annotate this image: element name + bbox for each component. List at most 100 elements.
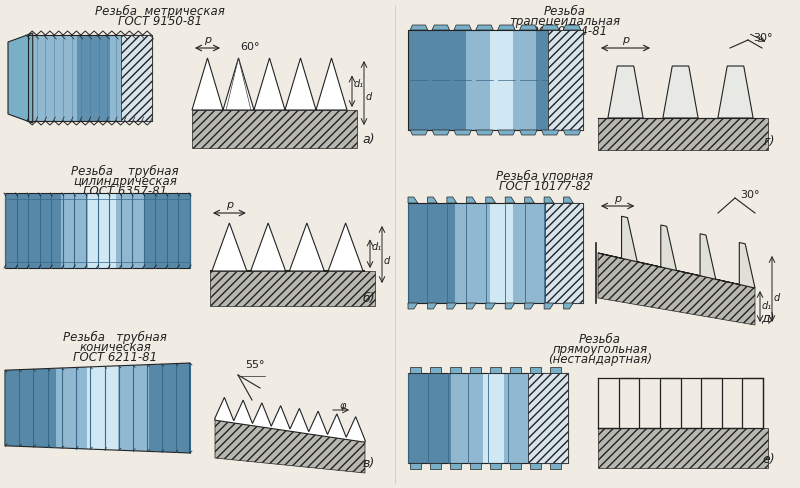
Polygon shape <box>498 130 515 135</box>
Bar <box>94 35 102 121</box>
Bar <box>28 35 36 121</box>
Polygon shape <box>66 368 78 448</box>
Bar <box>490 367 501 373</box>
Bar <box>440 373 451 463</box>
Polygon shape <box>36 369 46 447</box>
Bar <box>126 193 135 268</box>
Polygon shape <box>432 25 450 30</box>
Polygon shape <box>192 58 347 110</box>
Bar <box>536 30 549 130</box>
Bar <box>560 203 572 303</box>
Polygon shape <box>410 25 428 30</box>
Bar <box>420 30 432 130</box>
Bar <box>5 193 190 268</box>
Text: Резьба   трубная: Резьба трубная <box>63 331 167 344</box>
Text: p: p <box>622 35 629 45</box>
Text: d: d <box>774 293 780 303</box>
Polygon shape <box>476 25 494 30</box>
Text: ГОСТ 6357-81: ГОСТ 6357-81 <box>83 185 167 198</box>
Bar <box>490 30 502 130</box>
Bar <box>210 271 375 306</box>
Polygon shape <box>519 25 537 30</box>
Bar <box>660 378 681 428</box>
Text: Резьба    трубная: Резьба трубная <box>71 165 179 178</box>
Polygon shape <box>210 223 365 271</box>
Polygon shape <box>466 197 476 203</box>
Polygon shape <box>215 397 365 442</box>
Bar <box>472 373 483 463</box>
Polygon shape <box>544 303 554 309</box>
Polygon shape <box>542 25 559 30</box>
Bar <box>536 373 547 463</box>
Bar <box>510 367 521 373</box>
Polygon shape <box>46 368 57 447</box>
Polygon shape <box>215 418 365 473</box>
Bar <box>701 378 722 428</box>
Polygon shape <box>677 234 716 279</box>
Bar <box>33 193 42 268</box>
Text: ГОСТ 9484-81: ГОСТ 9484-81 <box>523 25 607 38</box>
Text: d₁: d₁ <box>354 79 364 89</box>
Polygon shape <box>427 303 437 309</box>
Bar <box>42 193 52 268</box>
Bar <box>450 463 461 469</box>
Bar <box>408 203 420 303</box>
Bar <box>430 373 441 463</box>
Bar <box>536 203 549 303</box>
Polygon shape <box>486 197 495 203</box>
Text: p: p <box>614 194 621 204</box>
Bar <box>418 373 430 463</box>
Bar <box>548 203 560 303</box>
Bar <box>550 463 561 469</box>
Bar <box>526 373 537 463</box>
Text: p: p <box>204 35 211 45</box>
Polygon shape <box>149 365 160 451</box>
Polygon shape <box>5 370 16 446</box>
Bar <box>408 373 568 463</box>
Text: Резьба  метрическая: Резьба метрическая <box>95 5 225 18</box>
Polygon shape <box>159 364 170 452</box>
Polygon shape <box>598 216 638 262</box>
Bar <box>548 30 583 130</box>
Text: d₁: d₁ <box>372 242 382 252</box>
Polygon shape <box>542 130 559 135</box>
Bar <box>408 30 583 130</box>
Bar <box>490 203 502 303</box>
Text: б): б) <box>362 292 375 305</box>
Polygon shape <box>118 366 129 450</box>
Bar <box>494 373 505 463</box>
Text: 60°: 60° <box>240 42 259 52</box>
Bar <box>545 203 583 303</box>
Polygon shape <box>638 225 677 270</box>
Polygon shape <box>608 66 643 118</box>
Text: Резьба: Резьба <box>579 333 621 346</box>
Bar <box>410 463 421 469</box>
Polygon shape <box>563 197 574 203</box>
Bar <box>70 193 79 268</box>
Bar <box>514 373 526 463</box>
Bar <box>410 367 421 373</box>
Polygon shape <box>718 66 753 118</box>
Bar <box>618 378 639 428</box>
Bar <box>548 30 560 130</box>
Bar <box>450 367 461 373</box>
Text: (нестандартная): (нестандартная) <box>548 353 652 366</box>
Bar <box>36 35 44 121</box>
Polygon shape <box>408 303 418 309</box>
Bar <box>431 203 443 303</box>
Bar <box>88 193 98 268</box>
Text: d: d <box>366 92 372 102</box>
Bar <box>102 35 110 121</box>
Bar <box>408 30 420 130</box>
Text: трапецеидальная: трапецеидальная <box>510 15 621 28</box>
Bar <box>28 35 151 121</box>
Text: ГОСТ 10177-82: ГОСТ 10177-82 <box>499 180 591 193</box>
Text: в): в) <box>362 457 375 470</box>
Text: 55°: 55° <box>218 253 237 263</box>
Text: 55°: 55° <box>245 360 265 370</box>
Bar <box>525 203 537 303</box>
Bar <box>525 30 537 130</box>
Polygon shape <box>447 197 457 203</box>
Polygon shape <box>8 33 33 123</box>
Polygon shape <box>98 366 108 449</box>
